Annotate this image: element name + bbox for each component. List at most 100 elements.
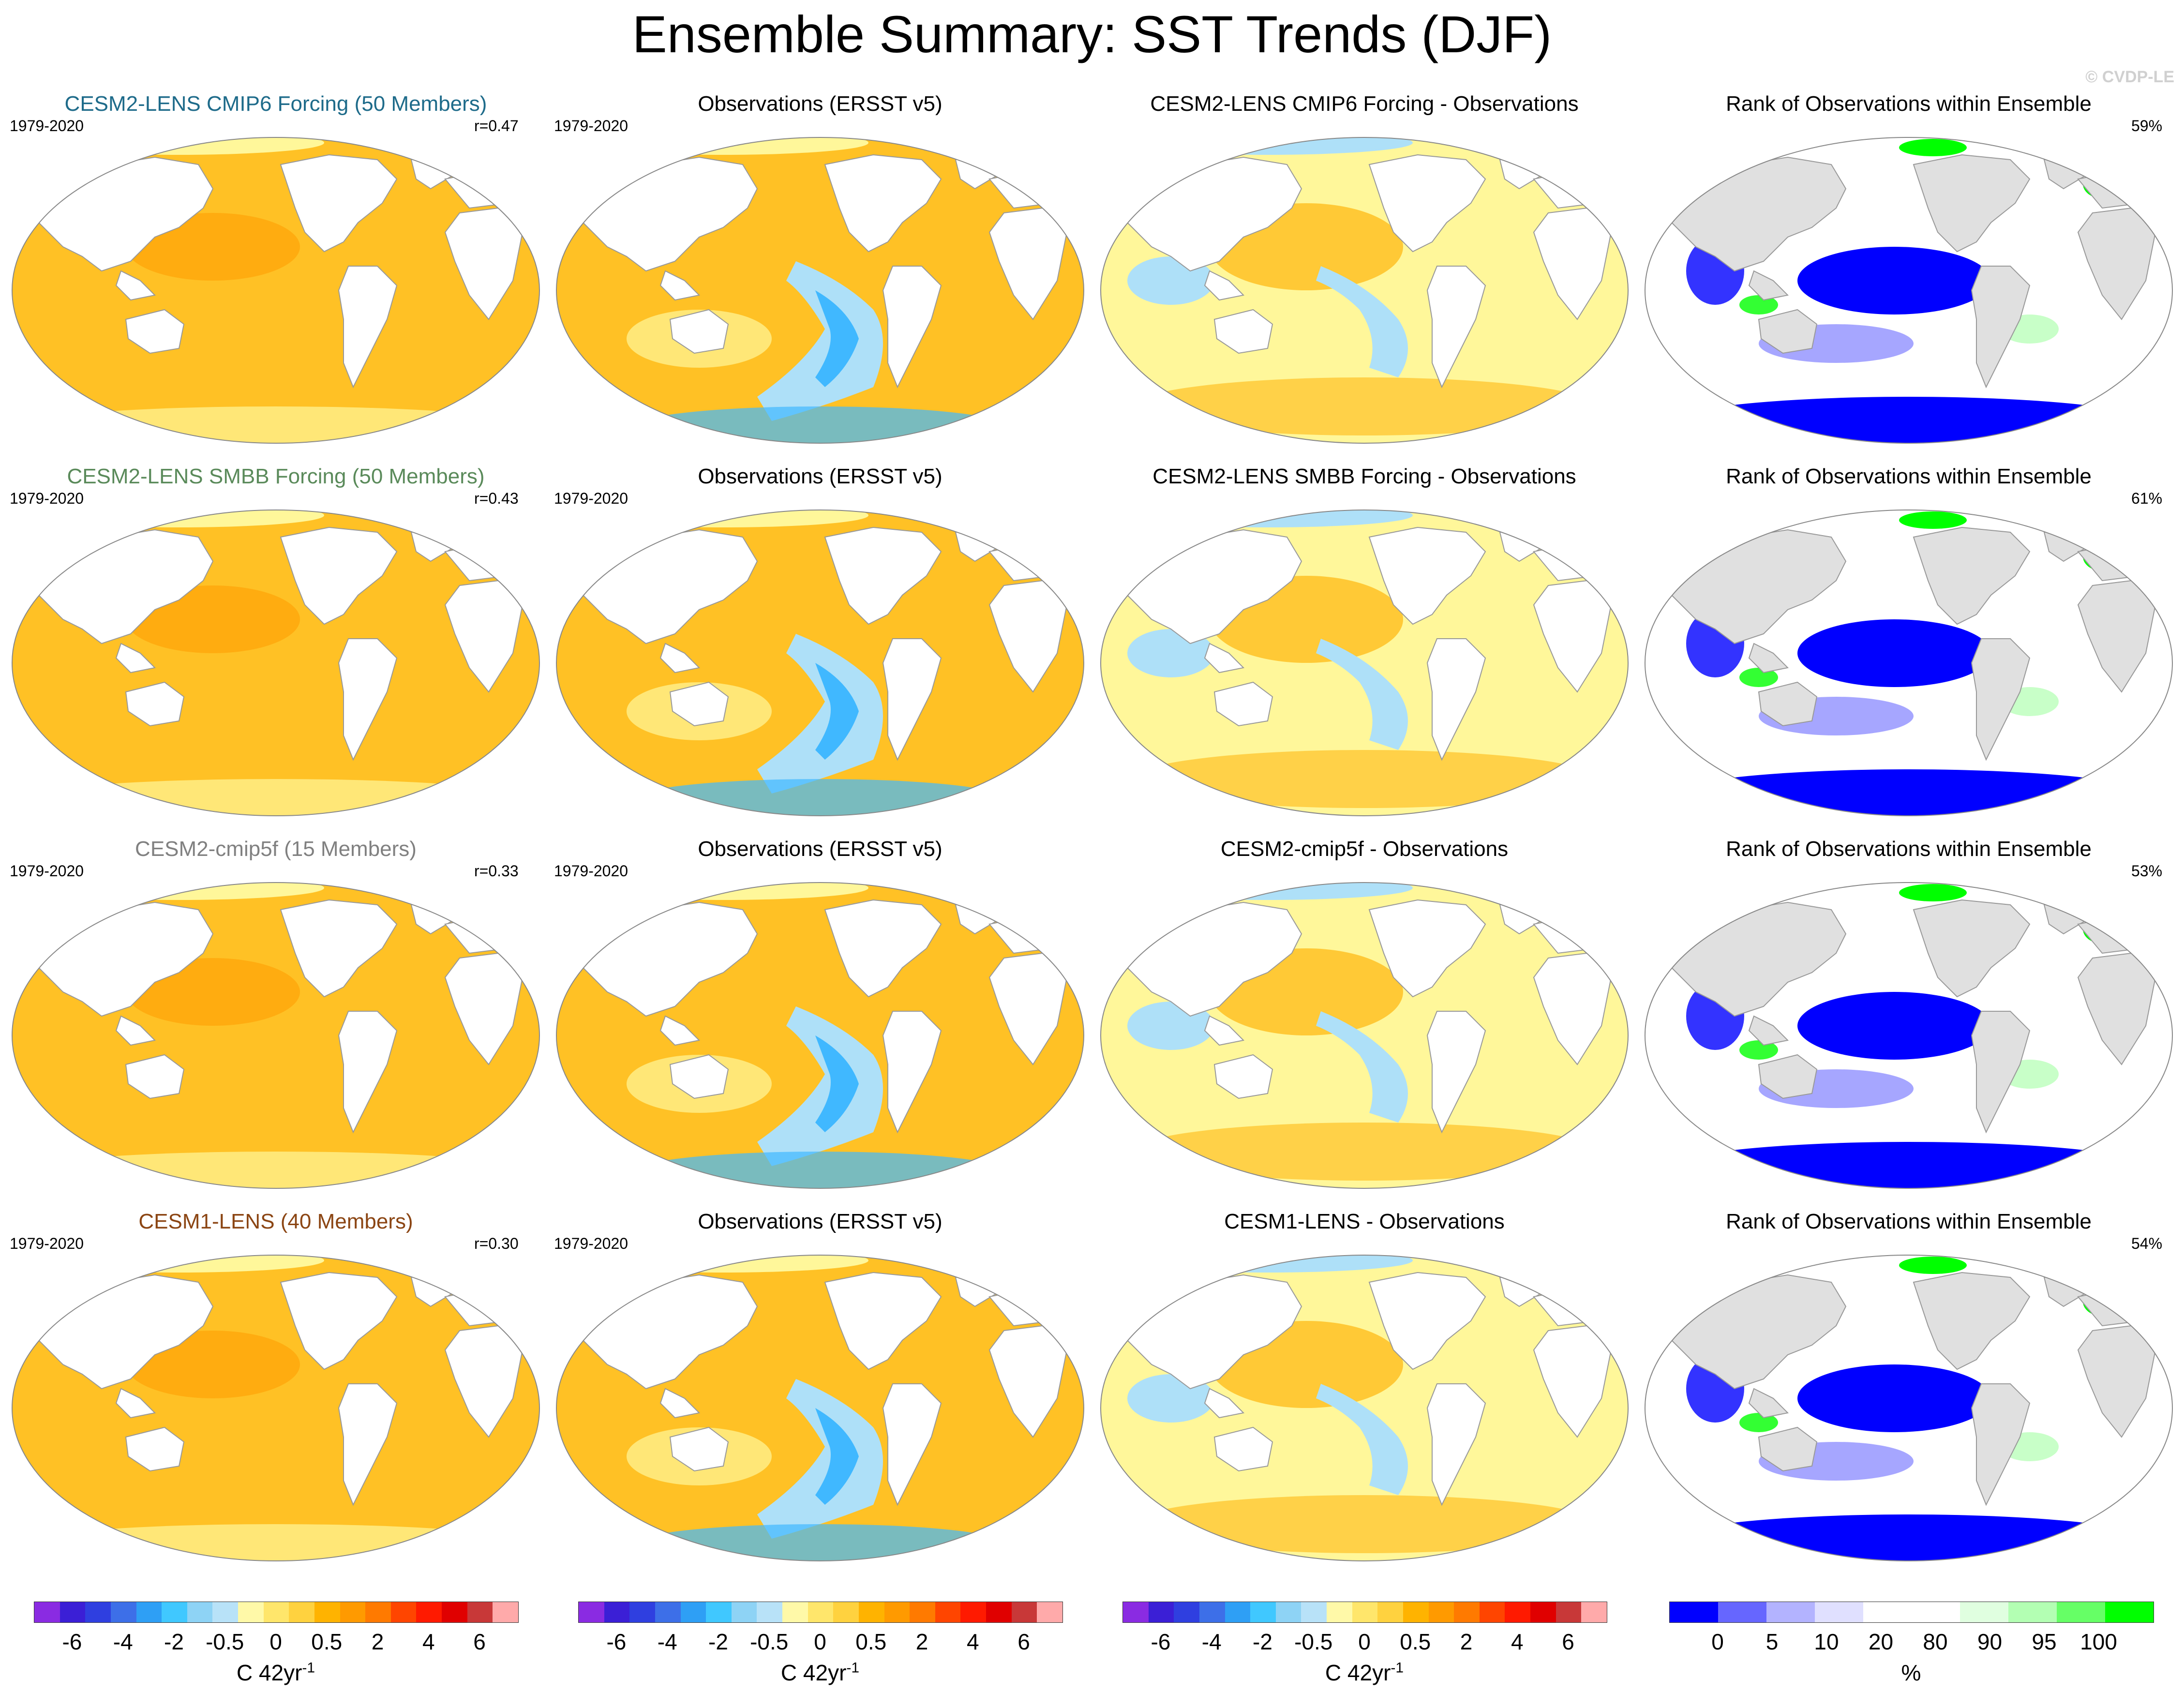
rank-percent-label: 54% — [2131, 1235, 2163, 1252]
correlation-label: r=0.33 — [474, 862, 519, 880]
obs-period-label: 1979-2020 — [554, 117, 628, 135]
colorbar-swatch — [1148, 1602, 1174, 1622]
rank-percent-label: 61% — [2131, 490, 2163, 507]
colorbar-swatch — [1327, 1602, 1352, 1622]
obs-panel-title: Observations (ERSST v5) — [698, 464, 942, 488]
colorbar-tick-label: 0.5 — [1400, 1629, 1431, 1654]
colorbar-swatch — [2057, 1602, 2105, 1622]
colorbar-tick-label: 0.5 — [311, 1629, 343, 1654]
watermark: © CVDP-LE — [2085, 68, 2174, 86]
colorbar-swatch — [2105, 1602, 2154, 1622]
rank-panel-title: Rank of Observations within Ensemble — [1726, 92, 2092, 116]
colorbar-swatch — [757, 1602, 782, 1622]
period-label: 1979-2020 — [10, 117, 84, 135]
colorbar-tick-label: -2 — [708, 1629, 728, 1654]
colorbar-swatch — [1912, 1602, 1960, 1622]
obs-period-label: 1979-2020 — [554, 862, 628, 880]
colorbar-tick-label: -6 — [1151, 1629, 1171, 1654]
colorbar-swatch — [706, 1602, 732, 1622]
colorbar-swatch — [442, 1602, 467, 1622]
unit-text: C 42yr — [780, 1660, 847, 1685]
colorbar-swatch — [986, 1602, 1012, 1622]
colorbar-swatch — [655, 1602, 681, 1622]
obs-period-label: 1979-2020 — [554, 490, 628, 507]
obs-panel-title: Observations (ERSST v5) — [698, 92, 942, 116]
colorbar-swatch — [910, 1602, 935, 1622]
colorbar-swatch — [136, 1602, 162, 1622]
colorbar-tick-label: 90 — [1977, 1629, 2003, 1654]
diff-map — [1100, 137, 1629, 444]
colorbar-swatch — [884, 1602, 910, 1622]
colorbar-tick-label: -4 — [1201, 1629, 1222, 1654]
colorbar-tick-label: 10 — [1814, 1629, 1839, 1654]
colorbar-swatch — [1670, 1602, 1718, 1622]
colorbar-tick-label: 80 — [1923, 1629, 1948, 1654]
model-panel-title: CESM2-LENS SMBB Forcing (50 Members) — [67, 464, 485, 488]
colorbar-tick-label: -6 — [62, 1629, 82, 1654]
colorbar-swatch — [60, 1602, 86, 1622]
colorbar-tick-label: 2 — [915, 1629, 928, 1654]
colorbar-tick-label: -4 — [657, 1629, 677, 1654]
colorbar-swatch — [85, 1602, 111, 1622]
colorbar-swatch — [1479, 1602, 1505, 1622]
unit-text: C 42yr — [1325, 1660, 1391, 1685]
colorbar-swatch — [1301, 1602, 1327, 1622]
colorbar-swatch — [1863, 1602, 1912, 1622]
obs-map — [556, 509, 1084, 816]
obs-map — [556, 882, 1084, 1189]
rank-map — [1645, 882, 2173, 1189]
trend-colorbar-1 — [34, 1602, 519, 1623]
colorbar-swatch — [162, 1602, 187, 1622]
colorbar-swatch — [1377, 1602, 1403, 1622]
colorbar-tick-label: 95 — [2032, 1629, 2057, 1654]
page-title: Ensemble Summary: SST Trends (DJF) — [632, 5, 1552, 63]
colorbar-swatch — [858, 1602, 884, 1622]
colorbar-tick-label: 6 — [473, 1629, 486, 1654]
colorbar-swatch — [238, 1602, 264, 1622]
colorbar-tick-label: 6 — [1562, 1629, 1574, 1654]
colorbar-swatch — [1225, 1602, 1251, 1622]
colorbar-swatch — [187, 1602, 213, 1622]
model-map — [12, 509, 540, 816]
diff-map — [1100, 882, 1629, 1189]
colorbar-swatch — [390, 1602, 417, 1622]
trend-colorbar-2 — [578, 1602, 1063, 1623]
model-panel-title: CESM2-LENS CMIP6 Forcing (50 Members) — [64, 92, 487, 116]
diff-map — [1100, 1255, 1629, 1561]
colorbar-swatch — [960, 1602, 986, 1622]
trend-colorbar-3 — [1122, 1602, 1607, 1623]
colorbar-swatch — [314, 1602, 340, 1622]
colorbar-swatch — [365, 1602, 391, 1622]
colorbar-swatch — [782, 1602, 808, 1622]
colorbar-swatch — [1718, 1602, 1766, 1622]
colorbar-swatch — [1556, 1602, 1582, 1622]
colorbar-unit-label: C 42yr-1 — [723, 1660, 917, 1686]
colorbar-swatch — [1403, 1602, 1429, 1622]
colorbar-swatch — [263, 1602, 289, 1622]
obs-period-label: 1979-2020 — [554, 1235, 628, 1252]
correlation-label: r=0.47 — [474, 117, 519, 135]
colorbar-swatch — [833, 1602, 859, 1622]
rank-percent-label: 59% — [2131, 117, 2163, 135]
model-map — [12, 882, 540, 1189]
colorbar-tick-label: 2 — [1460, 1629, 1473, 1654]
colorbar-swatch — [1815, 1602, 1863, 1622]
diff-map — [1100, 509, 1629, 816]
colorbar-swatch — [340, 1602, 366, 1622]
colorbar-swatch — [1123, 1602, 1149, 1622]
colorbar-tick-label: -2 — [1253, 1629, 1272, 1654]
unit-exponent: -1 — [302, 1660, 315, 1676]
model-map — [12, 137, 540, 444]
colorbar-tick-label: 4 — [966, 1629, 979, 1654]
colorbar-swatch — [1250, 1602, 1276, 1622]
diff-panel-title: CESM1-LENS - Observations — [1224, 1210, 1505, 1233]
rank-map — [1645, 509, 2173, 816]
model-panel-title: CESM2-cmip5f (15 Members) — [135, 837, 417, 861]
colorbar-swatch — [629, 1602, 655, 1622]
colorbar-swatch — [935, 1602, 961, 1622]
model-map — [12, 1255, 540, 1561]
colorbar-swatch — [1199, 1602, 1225, 1622]
colorbar-tick-label: -0.5 — [1294, 1629, 1333, 1654]
rank-map — [1645, 1255, 2173, 1561]
colorbar-swatch — [110, 1602, 136, 1622]
